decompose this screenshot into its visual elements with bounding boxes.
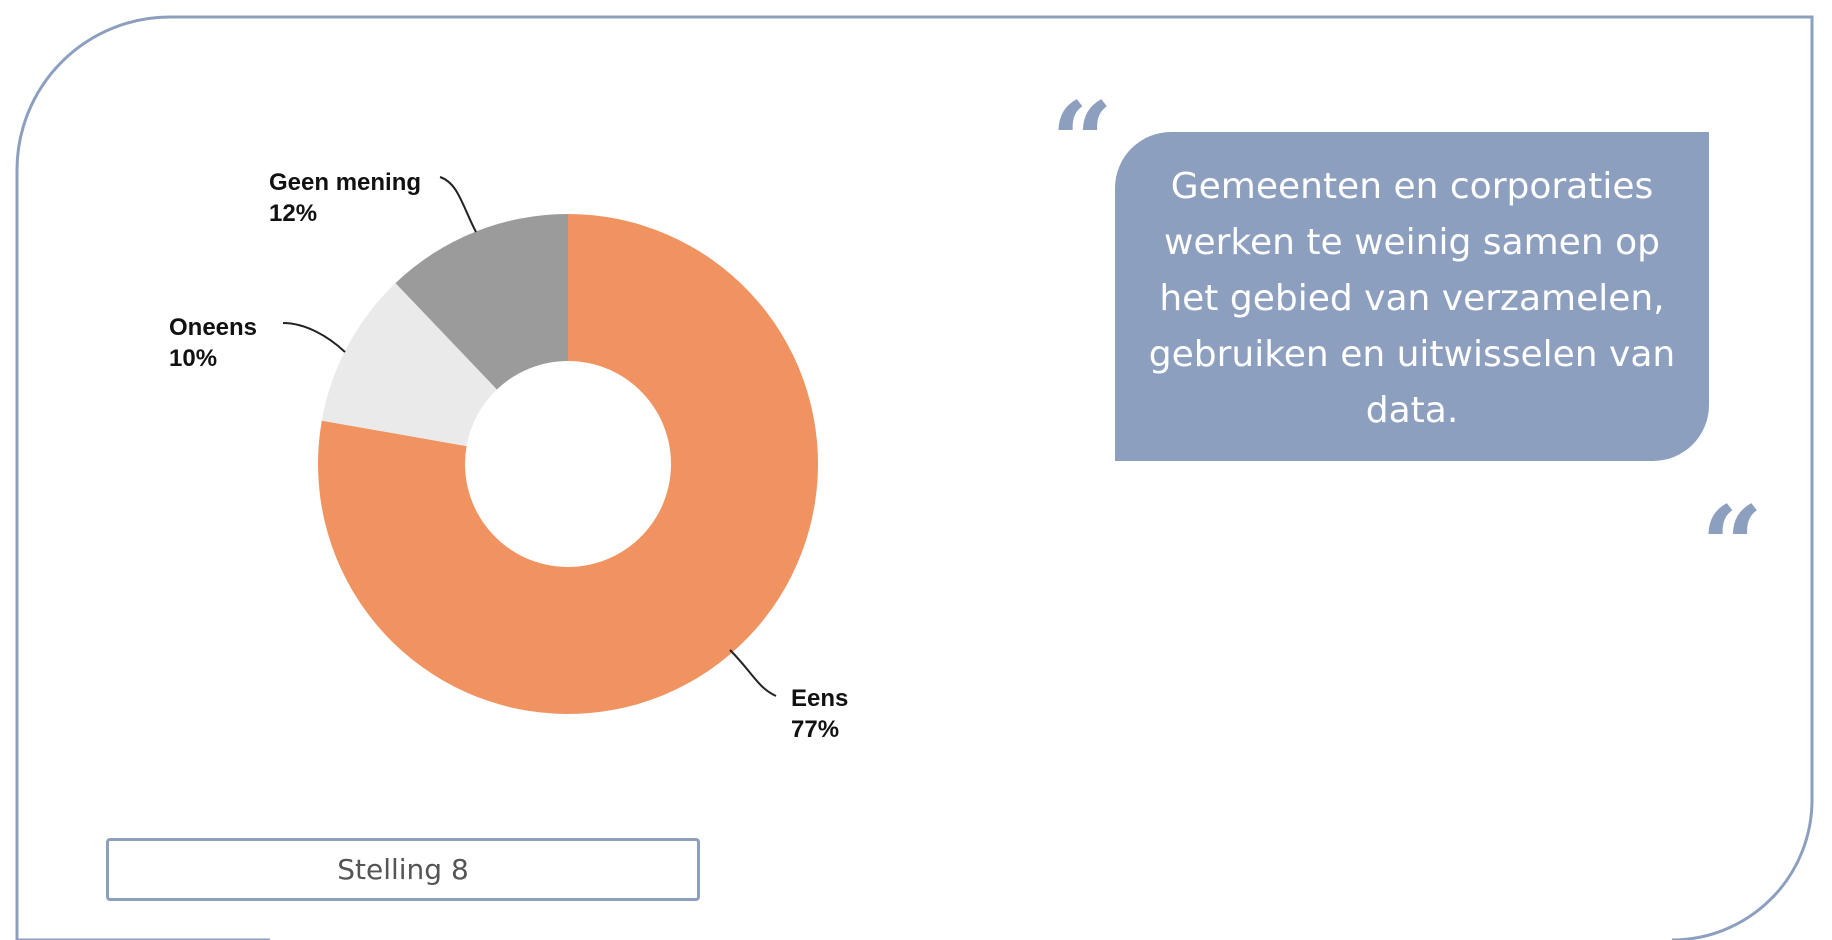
slice-oneens [321, 283, 497, 447]
label-geen-mening-name: Geen mening [269, 169, 422, 196]
open-quote-icon: “ [1051, 79, 1114, 205]
quote-text: Gemeenten en corporaties werken te weini… [1148, 165, 1676, 431]
close-quote-icon: “ [1701, 483, 1764, 609]
label-oneens-value: 10% [169, 345, 218, 372]
label-eens-value: 77% [791, 716, 840, 743]
label-oneens: Oneens 10% [169, 312, 257, 374]
frame-border [15, 15, 1814, 940]
label-geen-mening-value: 12% [269, 200, 318, 227]
label-eens: Eens 77% [791, 683, 848, 745]
label-leader-lines [282, 176, 777, 697]
leader-line-oneens [282, 322, 346, 353]
donut-chart [317, 214, 819, 714]
stelling-caption: Stelling 8 [106, 838, 700, 901]
label-oneens-name: Oneens [169, 314, 258, 341]
stelling-caption-text: Stelling 8 [337, 853, 469, 886]
quote-box: Gemeenten en corporaties werken te weini… [1115, 132, 1709, 461]
label-eens-name: Eens [791, 685, 849, 712]
slice-geen-mening [395, 214, 568, 390]
label-geen-mening: Geen mening 12% [269, 167, 421, 229]
leader-line-geen-mening [439, 176, 477, 233]
slice-eens [317, 214, 819, 714]
leader-line-eens [729, 649, 777, 697]
